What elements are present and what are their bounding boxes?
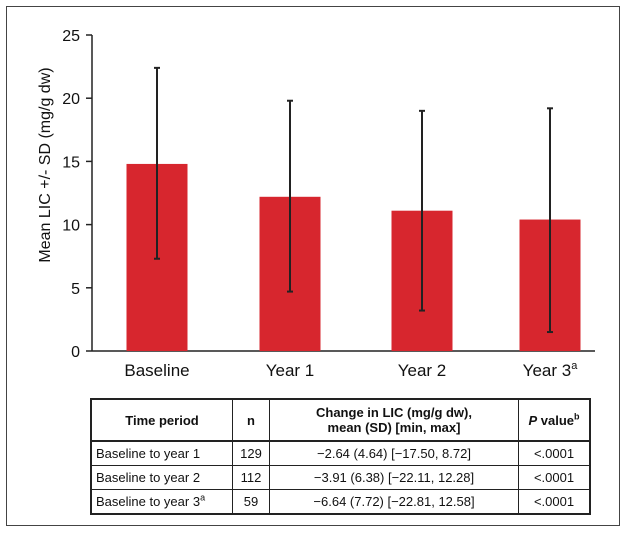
row-p: <.0001 bbox=[519, 441, 591, 466]
y-tick-label: 10 bbox=[62, 218, 80, 235]
header-change-line2: mean (SD) [min, max] bbox=[328, 420, 461, 435]
x-tick-label: Year 3a bbox=[523, 360, 579, 380]
table-row: Baseline to year 2 112 −3.91 (6.38) [−22… bbox=[91, 466, 590, 490]
row-n: 129 bbox=[233, 441, 270, 466]
y-tick-label: 5 bbox=[71, 281, 80, 298]
error-bars bbox=[154, 68, 553, 332]
y-tick-label: 20 bbox=[62, 91, 80, 108]
row-change: −2.64 (4.64) [−17.50, 8.72] bbox=[270, 441, 519, 466]
header-p-sup: b bbox=[574, 411, 580, 421]
header-change: Change in LIC (mg/g dw), mean (SD) [min,… bbox=[270, 399, 519, 441]
y-tick-label: 0 bbox=[71, 344, 80, 361]
table-row: Baseline to year 1 129 −2.64 (4.64) [−17… bbox=[91, 441, 590, 466]
header-p-value: P valueb bbox=[519, 399, 591, 441]
row-change: −6.64 (7.72) [−22.81, 12.58] bbox=[270, 490, 519, 515]
y-tick-label: 15 bbox=[62, 154, 80, 171]
header-n: n bbox=[233, 399, 270, 441]
row-change: −3.91 (6.38) [−22.11, 12.28] bbox=[270, 466, 519, 490]
header-change-line1: Change in LIC (mg/g dw), bbox=[316, 405, 472, 420]
y-axis-label: Mean LIC +/- SD (mg/g dw) bbox=[37, 67, 54, 262]
row-period-text: Baseline to year 1 bbox=[96, 446, 200, 461]
row-period: Baseline to year 2 bbox=[91, 466, 233, 490]
row-p: <.0001 bbox=[519, 466, 591, 490]
row-period-text: Baseline to year 3 bbox=[96, 494, 200, 509]
lic-change-table: Time period n Change in LIC (mg/g dw), m… bbox=[90, 398, 591, 515]
header-p-rest: value bbox=[537, 413, 574, 428]
row-period: Baseline to year 3a bbox=[91, 490, 233, 515]
row-n: 59 bbox=[233, 490, 270, 515]
y-tick-label: 25 bbox=[62, 28, 80, 45]
x-axis-labels: Baseline Year 1 Year 2 Year 3a bbox=[124, 360, 578, 380]
table-header-row: Time period n Change in LIC (mg/g dw), m… bbox=[91, 399, 590, 441]
row-period-text: Baseline to year 2 bbox=[96, 470, 200, 485]
table-row: Baseline to year 3a 59 −6.64 (7.72) [−22… bbox=[91, 490, 590, 515]
header-time-period: Time period bbox=[91, 399, 233, 441]
x-tick-label: Year 2 bbox=[398, 361, 447, 380]
header-p-italic: P bbox=[528, 413, 537, 428]
x-tick-label: Year 1 bbox=[266, 361, 315, 380]
row-p: <.0001 bbox=[519, 490, 591, 515]
row-period-sup: a bbox=[200, 493, 205, 503]
x-tick-label: Baseline bbox=[124, 361, 189, 380]
bars bbox=[127, 164, 581, 351]
row-n: 112 bbox=[233, 466, 270, 490]
bar-chart: 0 5 10 15 20 25 Baseline Year 1 Year 2 Year 3a M… bbox=[0, 0, 627, 395]
row-period: Baseline to year 1 bbox=[91, 441, 233, 466]
